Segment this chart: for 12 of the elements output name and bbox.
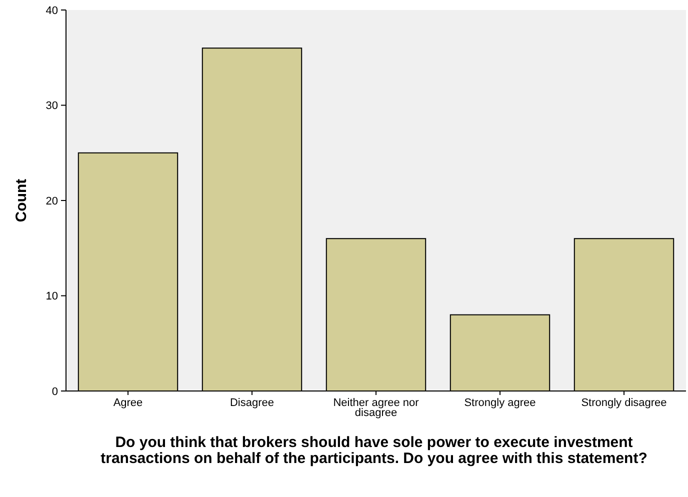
y-tick-label: 20 [46, 195, 58, 208]
y-tick-label: 0 [52, 386, 58, 398]
y-tick-label: 40 [46, 4, 58, 17]
y-tick-label: 30 [46, 100, 58, 112]
y-axis-title: Count [13, 178, 30, 222]
x-axis-title: Do you think that brokers should have sole power to execute investment transactions on behalf of the participants. Do you agree with this statement? [100, 434, 648, 467]
x-tick-label: Disagree [230, 397, 274, 409]
x-tick-label: Agree [113, 397, 143, 409]
x-tick-label: Strongly disagree [581, 397, 667, 409]
x-tick-label: Neither agree nor disagree [333, 397, 420, 419]
y-tick-label: 10 [46, 290, 58, 303]
x-tick-label: Strongly agree [464, 397, 536, 409]
